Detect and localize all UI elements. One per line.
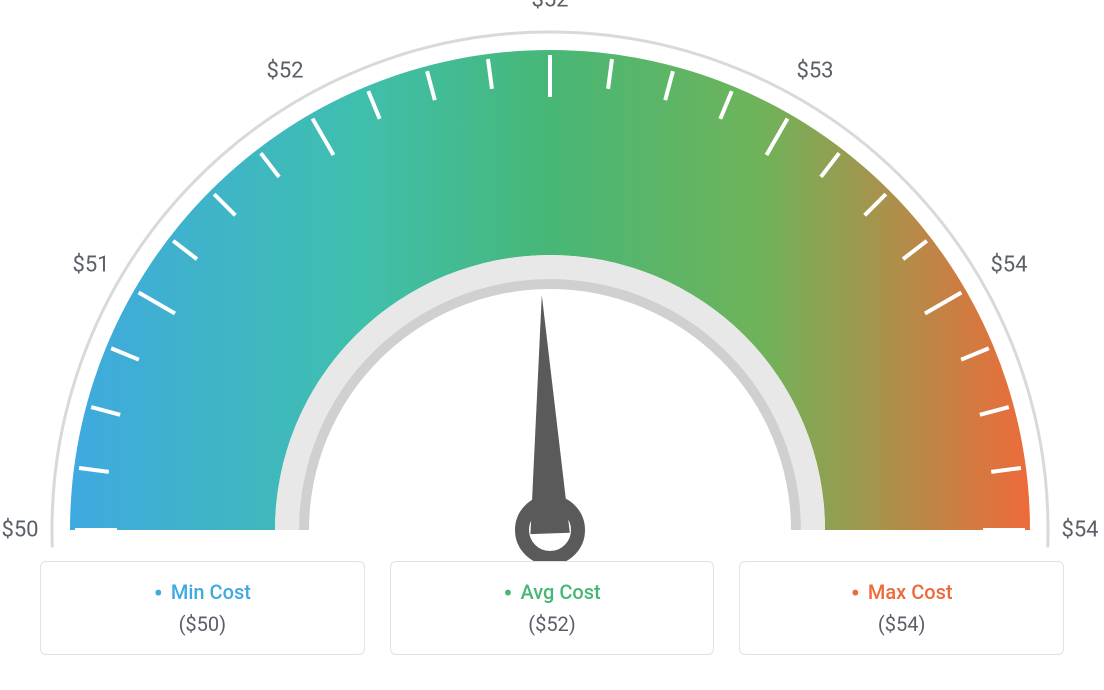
legend-value-min: ($50) — [51, 612, 354, 636]
gauge-svg — [0, 10, 1104, 570]
gauge-tick-label: $52 — [266, 59, 303, 84]
legend-card-min: Min Cost ($50) — [40, 561, 365, 655]
gauge-tick-label: $54 — [990, 253, 1027, 278]
gauge-tick-label: $52 — [531, 0, 568, 13]
gauge-tick-label: $50 — [1, 518, 38, 543]
gauge-tick-label: $51 — [72, 253, 109, 278]
legend-row: Min Cost ($50) Avg Cost ($52) Max Cost (… — [0, 561, 1104, 655]
legend-label-max: Max Cost — [750, 580, 1053, 604]
gauge-tick-label: $54 — [1061, 518, 1098, 543]
legend-card-max: Max Cost ($54) — [739, 561, 1064, 655]
legend-label-min: Min Cost — [51, 580, 354, 604]
legend-label-avg: Avg Cost — [401, 580, 704, 604]
gauge-tick-label: $53 — [796, 59, 833, 84]
legend-card-avg: Avg Cost ($52) — [390, 561, 715, 655]
legend-value-avg: ($52) — [401, 612, 704, 636]
gauge-chart: $50 $51 $52 $52 $53 $54 $54 — [0, 0, 1104, 560]
legend-value-max: ($54) — [750, 612, 1053, 636]
